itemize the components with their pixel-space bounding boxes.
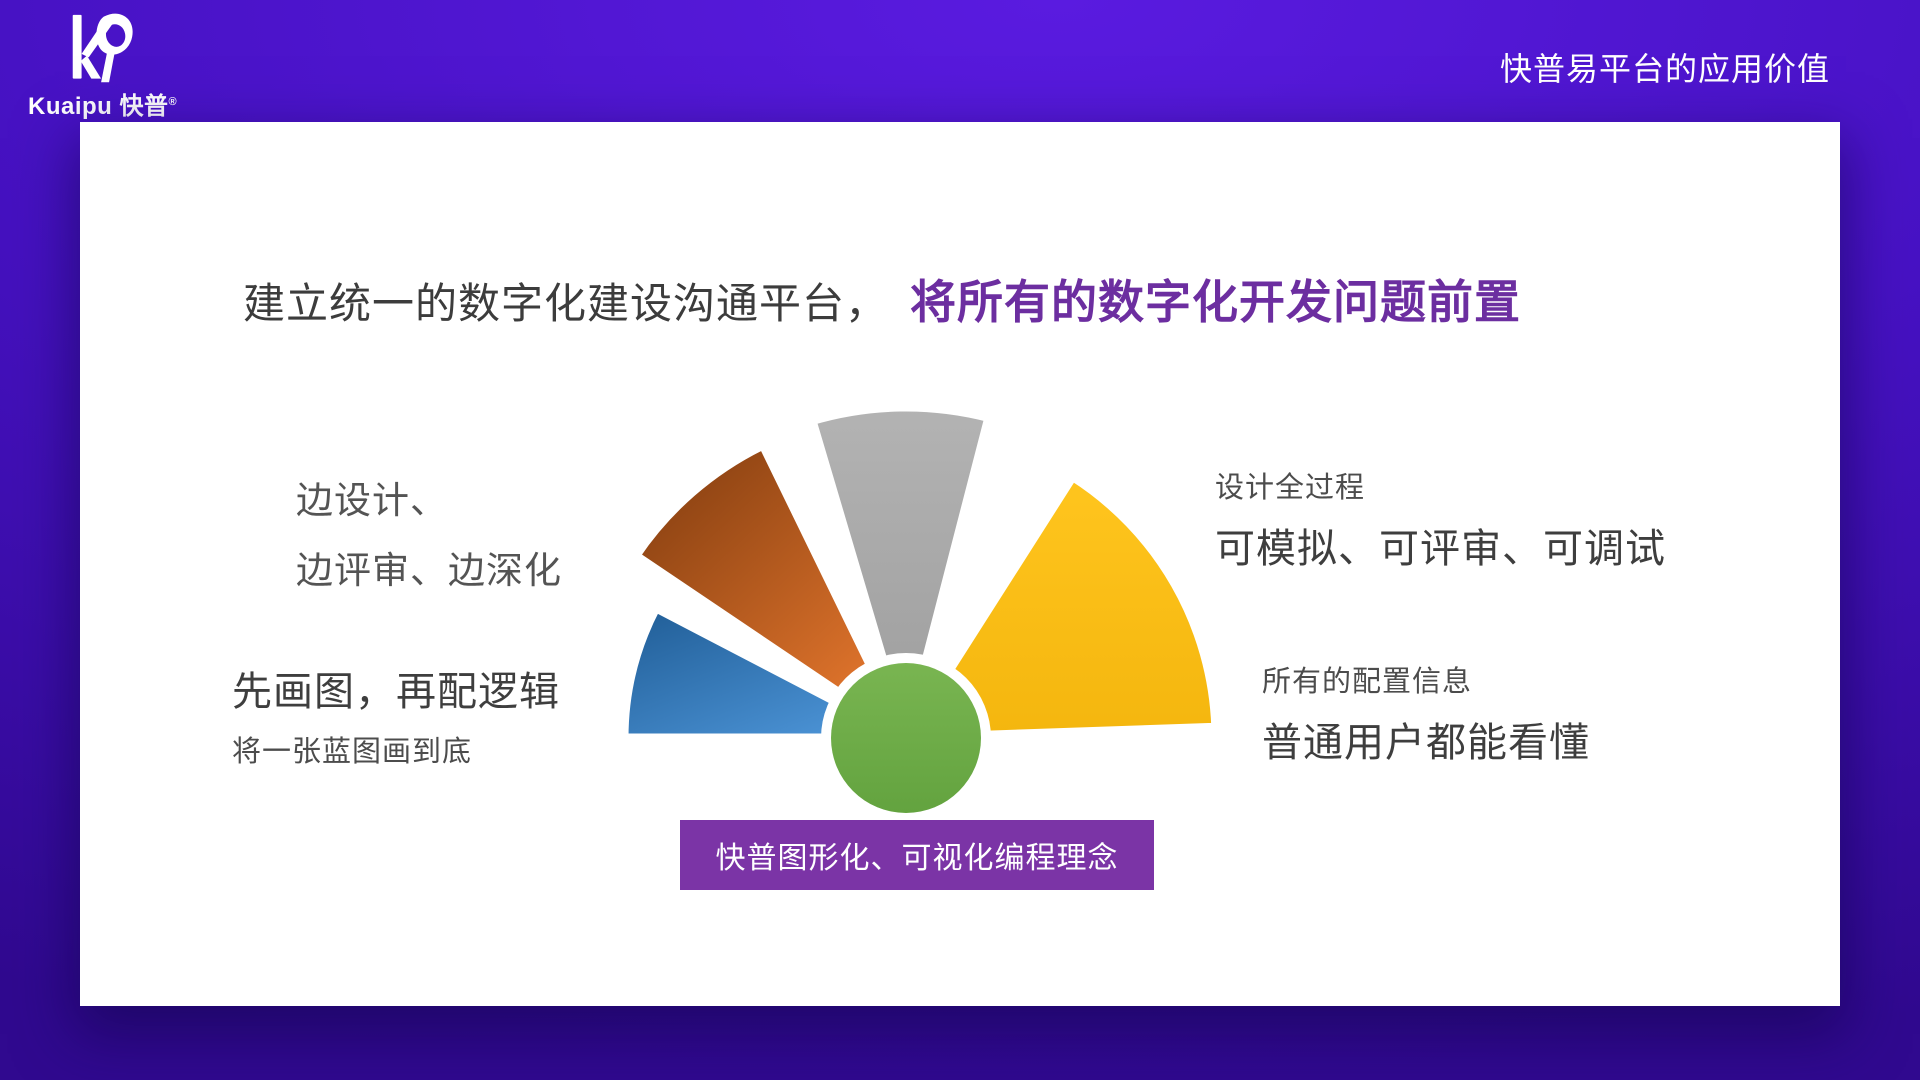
annotation-line: 所有的配置信息: [1262, 666, 1473, 698]
concept-banner: 快普图形化、可视化编程理念: [680, 820, 1154, 890]
annotation-line: 边设计、: [296, 480, 448, 521]
slide-title-highlight: 将所有的数字化开发问题前置: [910, 276, 1522, 328]
logo-wordmark: Kuaipu 快普®: [28, 93, 178, 120]
annotation-line: 可模拟、可评审、可调试: [1215, 527, 1666, 571]
annotation-right-top: 设计全过程 可模拟、可评审、可调试: [1215, 472, 1666, 571]
annotation-line: 将一张蓝图画到底: [232, 736, 473, 768]
annotation-left-top: 边设计、 边评审、边深化: [296, 482, 562, 589]
registered-mark: ®: [168, 96, 178, 108]
header-title: 快普易平台的应用价值: [1499, 51, 1830, 87]
slide-title-prefix: 建立统一的数字化建设沟通平台，: [243, 280, 889, 327]
annotation-right-bottom: 所有的配置信息 普通用户都能看懂: [1262, 666, 1590, 765]
annotation-left-bottom: 先画图，再配逻辑 将一张蓝图画到底: [232, 672, 560, 767]
slide-title: 建立统一的数字化建设沟通平台， 将所有的数字化开发问题前置: [243, 266, 1521, 332]
kuaipu-logo-icon: [72, 13, 133, 83]
annotation-line: 先画图，再配逻辑: [232, 670, 560, 714]
concept-banner-label: 快普图形化、可视化编程理念: [715, 842, 1119, 875]
annotation-line: 边评审、边深化: [296, 550, 562, 591]
annotation-line: 设计全过程: [1215, 472, 1366, 504]
brand-logo: Kuaipu 快普®: [28, 6, 178, 121]
annotation-line: 普通用户都能看懂: [1262, 721, 1590, 765]
